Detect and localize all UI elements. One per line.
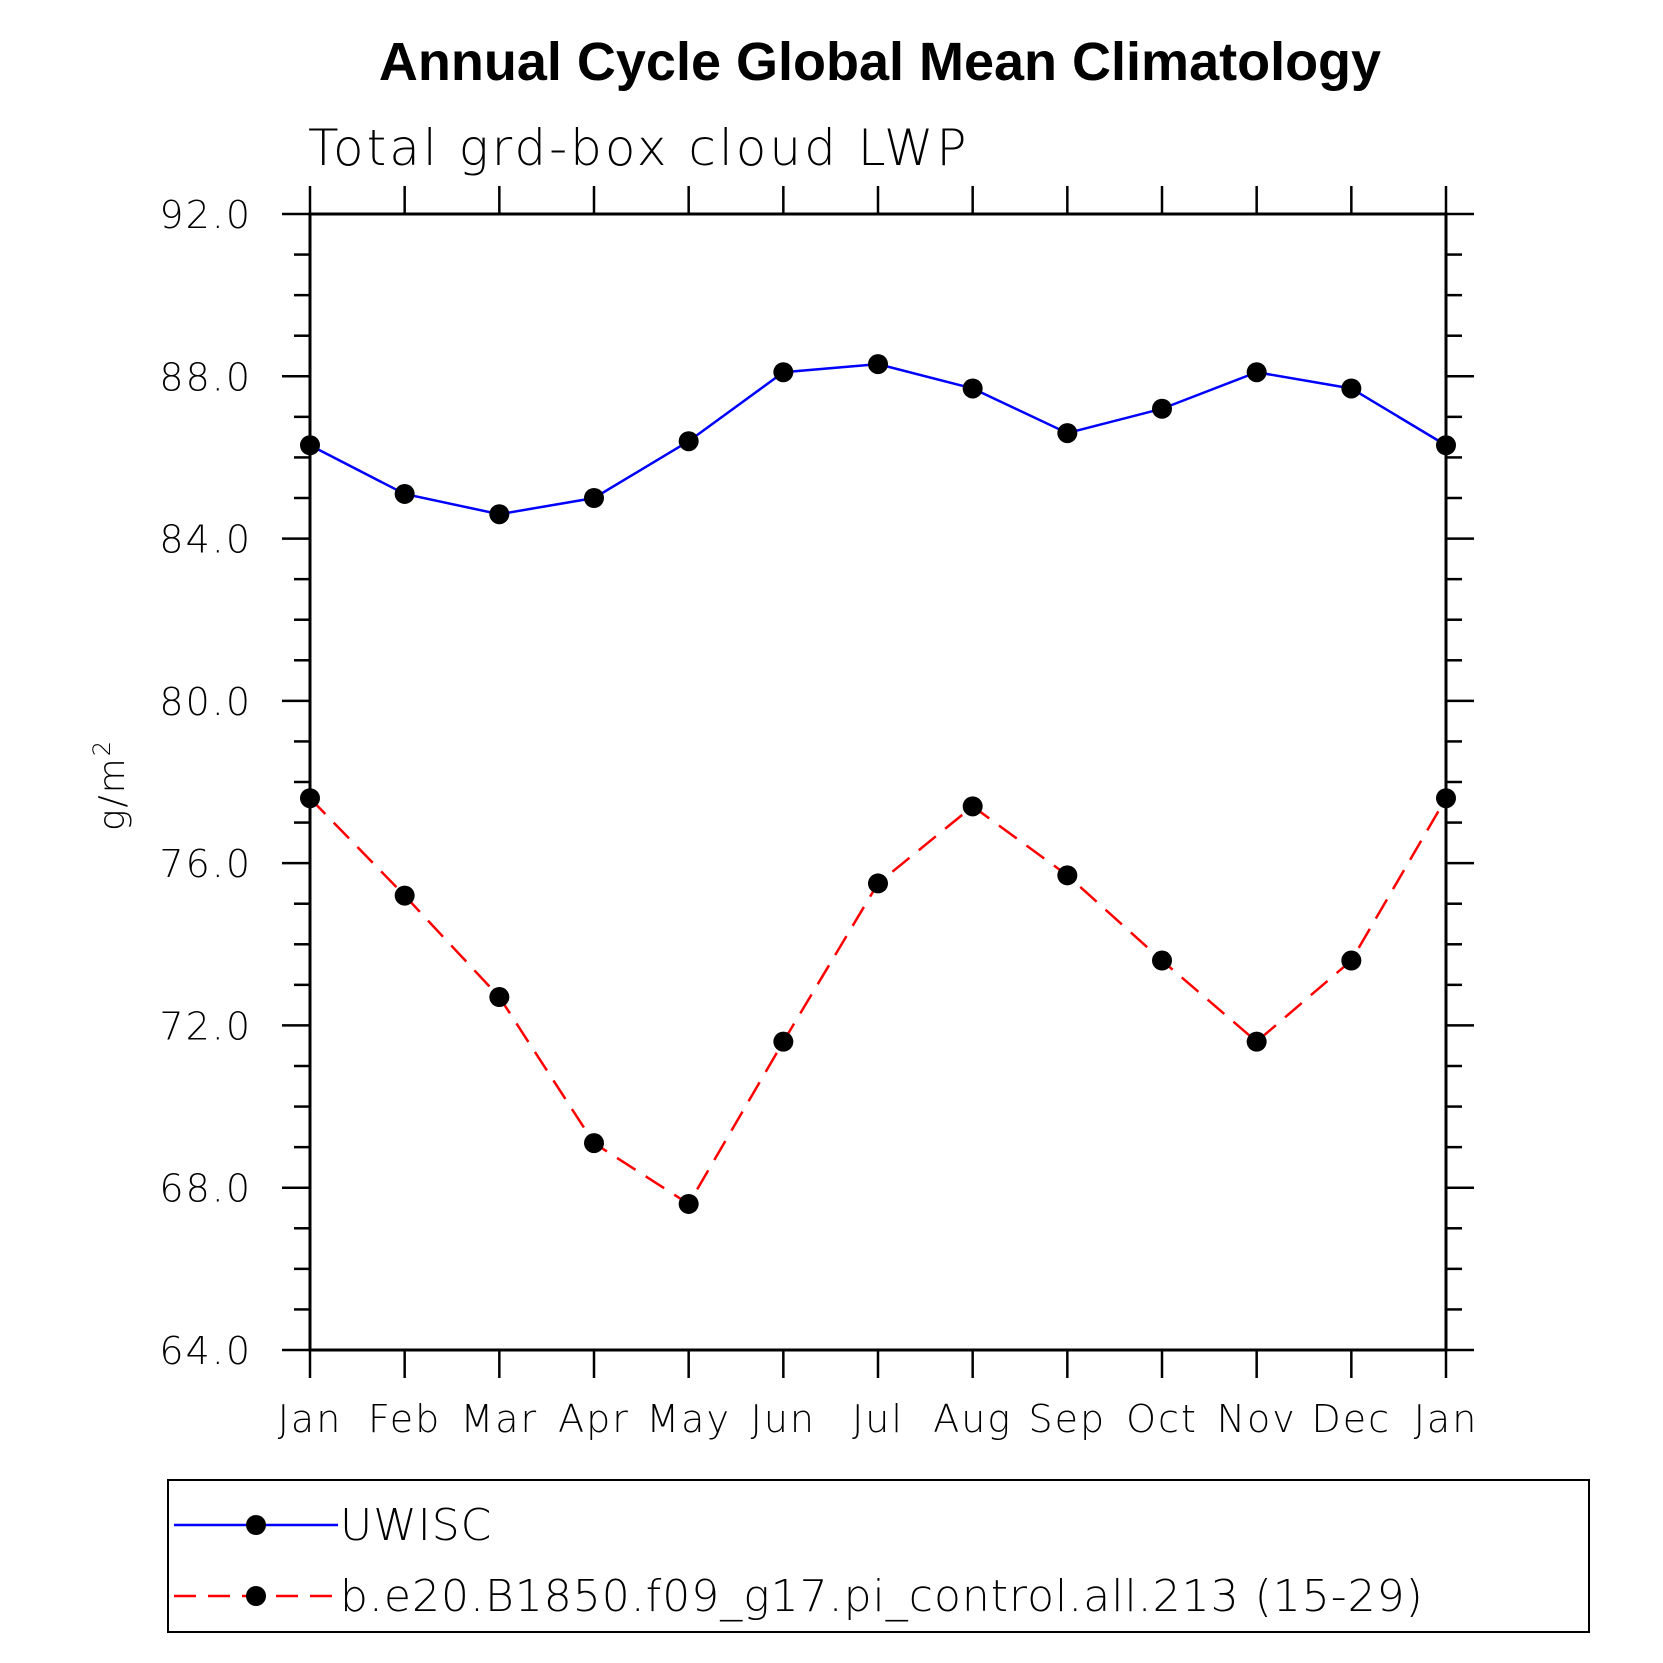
data-point-series-1 (773, 1031, 794, 1052)
data-point-series-1 (1152, 950, 1172, 971)
legend-box (167, 1479, 1590, 1633)
series-layer (300, 354, 1456, 1214)
y-tick-label: 84.0 (159, 518, 252, 562)
series-line-1 (309, 797, 1448, 1206)
legend-marker-model (246, 1586, 266, 1606)
x-tick-label: Apr (558, 1397, 630, 1441)
data-point-series-0 (489, 504, 510, 525)
data-point-series-0 (1436, 435, 1456, 456)
data-point-series-1 (1436, 788, 1456, 809)
x-tick-label: Jun (751, 1397, 816, 1441)
x-tick-label: Sep (1029, 1397, 1107, 1441)
data-point-series-1 (489, 987, 510, 1008)
x-tick-label: Dec (1312, 1397, 1392, 1441)
y-axis-title: g/m2 (88, 739, 133, 831)
x-tick-labels: Jan Feb Mar Apr May Jun Jul Aug Sep Oct Nov Dec Jan (278, 1397, 1479, 1441)
data-point-series-0 (1246, 362, 1267, 383)
data-point-series-0 (1341, 378, 1362, 399)
x-tick-label: May (646, 1397, 731, 1441)
data-point-series-0 (1057, 423, 1078, 444)
y-tick-label: 72.0 (159, 1004, 252, 1048)
legend-label-model: b.e20.B1850.f09_g17.pi_control.all.213 (… (340, 1571, 1424, 1622)
data-point-series-1 (1341, 950, 1362, 971)
y-axis-title-superscript: 2 (88, 739, 116, 756)
data-point-series-0 (1152, 398, 1172, 419)
y-axis-title-text: g/m (92, 756, 133, 831)
x-tick-label: Jul (852, 1397, 904, 1441)
y-tick-label: 68.0 (159, 1167, 252, 1211)
y-tick-labels: 64.0 68.0 72.0 76.0 80.0 84.0 88.0 92.0 (159, 193, 252, 1373)
data-point-series-0 (773, 362, 794, 383)
x-tick-label: Jan (1414, 1397, 1479, 1441)
x-tick-label: Mar (460, 1397, 538, 1441)
data-point-series-0 (584, 488, 604, 508)
chart-title: Annual Cycle Global Mean Climatology (379, 32, 1381, 92)
x-tick-label: Feb (368, 1397, 441, 1441)
data-point-series-1 (300, 788, 320, 809)
data-point-series-1 (962, 796, 983, 817)
data-point-series-0 (678, 431, 699, 452)
data-point-series-0 (868, 354, 888, 375)
chart-subtitle: Total grd-box cloud LWP (308, 119, 970, 177)
x-tick-label: Oct (1126, 1397, 1198, 1441)
legend-marker-uwisc (246, 1515, 266, 1535)
y-tick-label: 76.0 (159, 842, 252, 886)
data-point-series-1 (1057, 865, 1078, 886)
y-tick-label: 88.0 (159, 355, 252, 399)
y-tick-label: 92.0 (159, 193, 252, 237)
legend-label-uwisc: UWISC (340, 1500, 492, 1551)
y-tick-label: 80.0 (159, 680, 252, 724)
x-tick-label: Jan (278, 1397, 343, 1441)
data-point-series-0 (394, 483, 415, 504)
plot-frame (308, 212, 1448, 1352)
data-point-series-1 (394, 885, 415, 906)
legend: UWISC b.e20.B1850.f09_g17.pi_control.all… (167, 1479, 1590, 1633)
data-point-series-1 (584, 1133, 604, 1154)
y-tick-label: 64.0 (159, 1329, 252, 1373)
data-point-series-1 (1246, 1031, 1267, 1052)
data-point-series-0 (300, 435, 320, 456)
series-line-0 (309, 362, 1447, 516)
data-point-series-1 (868, 873, 888, 894)
data-point-series-0 (962, 378, 983, 399)
x-tick-label: Aug (933, 1397, 1012, 1441)
data-point-series-1 (678, 1193, 699, 1214)
tick-marks (282, 186, 1474, 1378)
x-tick-label: Nov (1217, 1397, 1297, 1441)
